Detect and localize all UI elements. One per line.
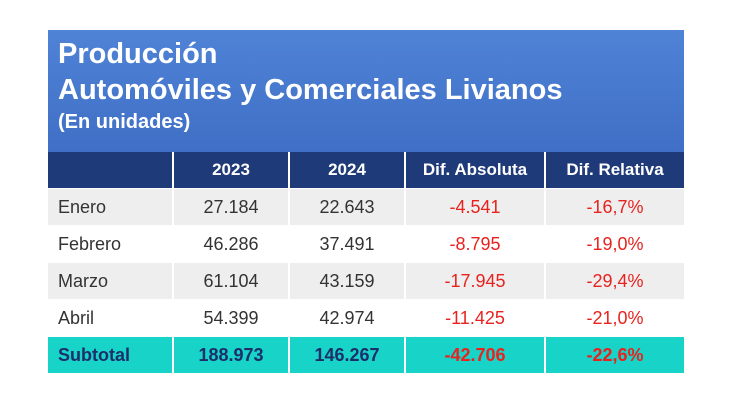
header-dif-absoluta: Dif. Absoluta	[404, 152, 545, 189]
cell-2024: 22.643	[288, 188, 405, 226]
table-row: Enero 27.184 22.643 -4.541 -16,7%	[48, 188, 684, 226]
cell-2023: 27.184	[172, 188, 289, 226]
subtotal-row: Subtotal 188.973 146.267 -42.706 -22,6%	[48, 336, 684, 373]
header-month	[48, 152, 173, 189]
cell-month: Enero	[48, 188, 173, 226]
header-2024: 2024	[288, 152, 405, 189]
cell-subtotal-label: Subtotal	[48, 336, 173, 373]
cell-2024: 43.159	[288, 262, 405, 300]
cell-dif-absoluta: -4.541	[404, 188, 545, 226]
cell-month: Febrero	[48, 225, 173, 263]
cell-month: Marzo	[48, 262, 173, 300]
title-line-2: Automóviles y Comerciales Livianos	[58, 74, 563, 106]
title-units: (En unidades)	[58, 111, 191, 133]
cell-dif-absoluta: -11.425	[404, 299, 545, 337]
cell-2024: 42.974	[288, 299, 405, 337]
cell-subtotal-2024: 146.267	[288, 336, 405, 373]
table-row: Febrero 46.286 37.491 -8.795 -19,0%	[48, 225, 684, 263]
cell-subtotal-dif-relativa: -22,6%	[544, 336, 684, 373]
header-dif-relativa: Dif. Relativa	[544, 152, 684, 189]
title-line-1: Producción	[58, 38, 218, 70]
cell-dif-relativa: -19,0%	[544, 225, 684, 263]
production-table-card: Producción Automóviles y Comerciales Liv…	[48, 30, 684, 373]
title-block: Producción Automóviles y Comerciales Liv…	[48, 30, 684, 152]
cell-dif-relativa: -29,4%	[544, 262, 684, 300]
cell-subtotal-dif-absoluta: -42.706	[404, 336, 545, 373]
table-row: Marzo 61.104 43.159 -17.945 -29,4%	[48, 262, 684, 300]
cell-dif-relativa: -16,7%	[544, 188, 684, 226]
cell-2023: 54.399	[172, 299, 289, 337]
cell-dif-relativa: -21,0%	[544, 299, 684, 337]
production-table: 2023 2024 Dif. Absoluta Dif. Relativa En…	[48, 152, 684, 373]
cell-dif-absoluta: -8.795	[404, 225, 545, 263]
cell-subtotal-2023: 188.973	[172, 336, 289, 373]
header-2023: 2023	[172, 152, 289, 189]
cell-dif-absoluta: -17.945	[404, 262, 545, 300]
cell-2024: 37.491	[288, 225, 405, 263]
cell-2023: 46.286	[172, 225, 289, 263]
header-row: 2023 2024 Dif. Absoluta Dif. Relativa	[48, 152, 684, 189]
cell-month: Abril	[48, 299, 173, 337]
cell-2023: 61.104	[172, 262, 289, 300]
table-row: Abril 54.399 42.974 -11.425 -21,0%	[48, 299, 684, 337]
